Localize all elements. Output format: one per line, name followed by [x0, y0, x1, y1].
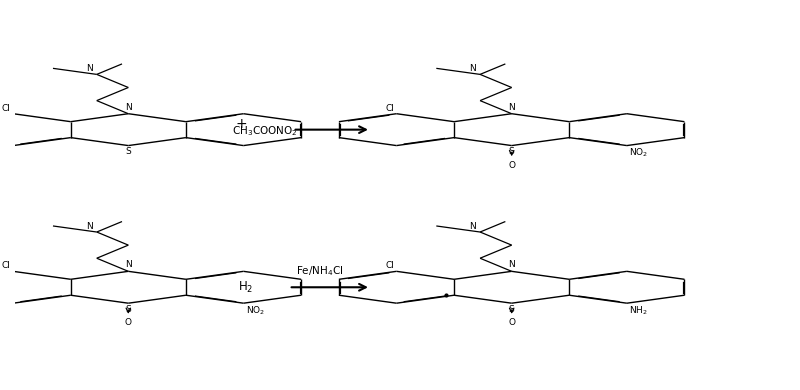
Text: Cl: Cl	[386, 104, 394, 113]
Text: H$_2$: H$_2$	[238, 280, 254, 295]
Text: NO$_2$: NO$_2$	[629, 147, 649, 159]
Text: N: N	[470, 222, 476, 231]
Text: S: S	[126, 305, 131, 314]
Text: N: N	[508, 103, 515, 112]
Text: NO$_2$: NO$_2$	[246, 304, 265, 317]
Text: +: +	[236, 117, 247, 131]
Text: O: O	[508, 318, 515, 327]
Text: S: S	[126, 147, 131, 156]
Text: Fe/NH$_4$Cl: Fe/NH$_4$Cl	[296, 264, 344, 278]
Text: CH$_3$COONO$_2$: CH$_3$COONO$_2$	[233, 125, 298, 138]
Text: NH$_2$: NH$_2$	[629, 304, 648, 317]
Text: Cl: Cl	[386, 261, 394, 270]
Text: S: S	[509, 147, 514, 156]
Text: N: N	[125, 103, 132, 112]
Text: Cl: Cl	[2, 261, 11, 270]
Text: Cl: Cl	[2, 104, 11, 113]
Text: O: O	[125, 318, 132, 327]
Text: N: N	[125, 261, 132, 269]
Text: N: N	[470, 64, 476, 73]
Text: N: N	[86, 64, 93, 73]
Text: N: N	[508, 261, 515, 269]
Text: O: O	[508, 161, 515, 170]
Text: N: N	[86, 222, 93, 231]
Text: S: S	[509, 305, 514, 314]
